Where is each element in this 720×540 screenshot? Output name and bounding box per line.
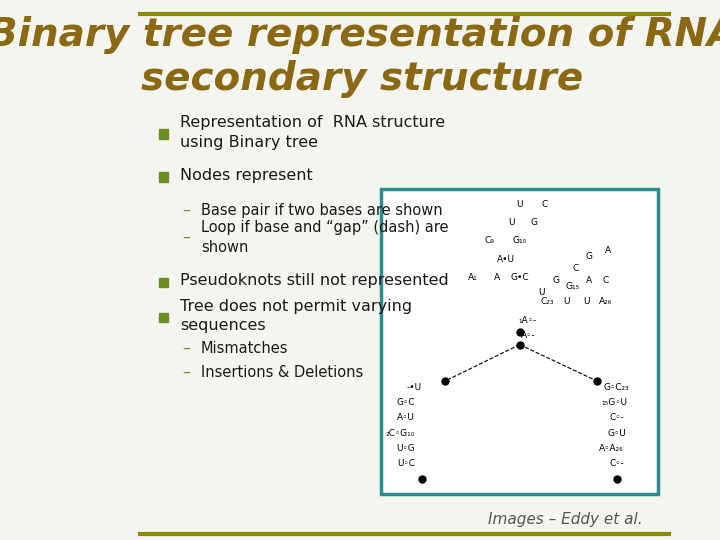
Text: Loop if base and “gap” (dash) are
shown: Loop if base and “gap” (dash) are shown [201, 220, 449, 255]
Text: Pseudoknots still not represented: Pseudoknots still not represented [180, 273, 449, 288]
Text: Mismatches: Mismatches [201, 341, 289, 356]
Text: Images – Eddy et al.: Images – Eddy et al. [488, 512, 642, 527]
Text: Tree does not permit varying
sequences: Tree does not permit varying sequences [180, 299, 412, 333]
Bar [159, 129, 168, 139]
Bar [159, 278, 168, 287]
Bar [159, 313, 168, 322]
Text: Representation of  RNA structure
using Binary tree: Representation of RNA structure using Bi… [180, 115, 445, 150]
Text: –: – [183, 230, 191, 245]
Text: Base pair if two bases are shown: Base pair if two bases are shown [201, 203, 443, 218]
Text: Binary tree representation of RNA
secondary structure: Binary tree representation of RNA second… [0, 16, 720, 98]
Bar [159, 172, 168, 182]
Text: –: – [183, 341, 191, 356]
Text: Insertions & Deletions: Insertions & Deletions [201, 365, 364, 380]
Text: –: – [183, 365, 191, 380]
Text: –: – [183, 203, 191, 218]
FancyBboxPatch shape [381, 189, 658, 494]
Text: Nodes represent: Nodes represent [180, 168, 312, 183]
